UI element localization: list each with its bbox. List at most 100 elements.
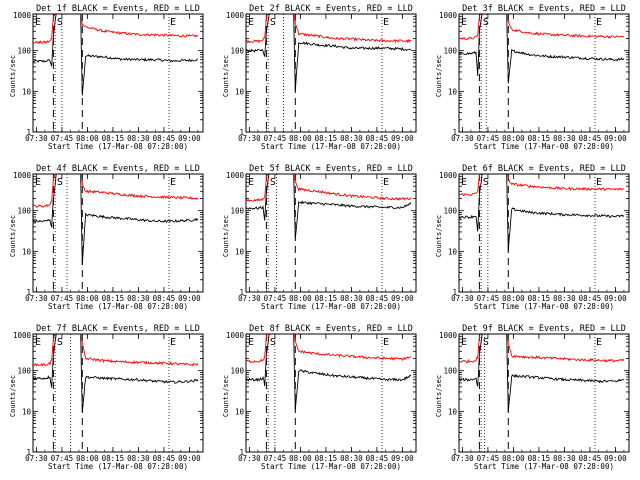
event-marker-letter: E bbox=[248, 337, 254, 348]
x-tick-label: 08:15 bbox=[528, 134, 551, 143]
event-marker-letter: S bbox=[270, 337, 276, 348]
x-tick-label: 07:30 bbox=[451, 454, 474, 463]
event-marker-letter: E bbox=[170, 17, 176, 28]
y-axis-label: Counts/sec bbox=[435, 55, 443, 97]
y-tick-label: 100 bbox=[443, 47, 457, 56]
events-series-line bbox=[246, 174, 412, 239]
y-tick-label: 10 bbox=[22, 407, 32, 416]
event-marker-letter: E bbox=[461, 17, 467, 28]
event-marker-letter: E bbox=[461, 337, 467, 348]
y-axis-label: Counts/sec bbox=[9, 375, 17, 417]
y-tick-label: 100 bbox=[443, 367, 457, 376]
plot-frame bbox=[245, 173, 417, 293]
x-tick-label: 07:30 bbox=[238, 294, 261, 303]
x-tick-label: 09:00 bbox=[391, 134, 414, 143]
x-tick-label: 08:45 bbox=[366, 454, 389, 463]
x-tick-label: 09:00 bbox=[178, 294, 201, 303]
y-tick-label: 10 bbox=[235, 87, 245, 96]
x-tick-label: 09:00 bbox=[604, 294, 627, 303]
panel-title: Det 8f BLACK = Events, RED = LLD bbox=[249, 324, 413, 334]
x-tick-label: 08:30 bbox=[340, 454, 363, 463]
lld-series-line bbox=[33, 174, 199, 208]
panel-4: Det 4f BLACK = Events, RED = LLD 1 10 100 10… bbox=[9, 164, 204, 311]
x-tick-label: 08:00 bbox=[289, 454, 312, 463]
y-tick-label: 1 bbox=[26, 288, 31, 297]
event-marker-letter: E bbox=[35, 177, 41, 188]
event-marker-letter: E bbox=[596, 17, 602, 28]
x-axis-label: Start Time (17-Mar-08 07:28:00) bbox=[48, 462, 188, 471]
x-tick-label: 08:15 bbox=[102, 134, 125, 143]
panel-title: Det 5f BLACK = Events, RED = LLD bbox=[249, 164, 413, 174]
x-tick-label: 07:45 bbox=[264, 294, 287, 303]
panel-title: Det 6f BLACK = Events, RED = LLD bbox=[462, 164, 626, 174]
x-tick-label: 08:30 bbox=[553, 134, 576, 143]
y-tick-label: 100 bbox=[17, 207, 31, 216]
y-tick-label: 1000 bbox=[226, 11, 245, 20]
y-tick-label: 10 bbox=[235, 247, 245, 256]
plot-frame bbox=[458, 13, 630, 133]
lld-series-line bbox=[459, 14, 625, 41]
x-tick-label: 09:00 bbox=[391, 454, 414, 463]
x-tick-label: 08:15 bbox=[315, 454, 338, 463]
x-tick-label: 08:45 bbox=[579, 294, 602, 303]
plot-frame bbox=[458, 333, 630, 453]
y-tick-label: 1000 bbox=[226, 331, 245, 340]
panel-5: Det 5f BLACK = Events, RED = LLD 1 10 100 10… bbox=[222, 164, 417, 311]
y-axis-label: Counts/sec bbox=[435, 215, 443, 257]
lld-series-line bbox=[246, 14, 412, 44]
y-tick-label: 1000 bbox=[226, 171, 245, 180]
x-tick-label: 07:30 bbox=[238, 134, 261, 143]
x-axis-label: Start Time (17-Mar-08 07:28:00) bbox=[474, 462, 614, 471]
x-tick-label: 08:45 bbox=[153, 294, 176, 303]
plot-frame bbox=[32, 333, 204, 453]
x-tick-label: 07:45 bbox=[477, 454, 500, 463]
events-series-line bbox=[246, 334, 412, 411]
y-tick-label: 1 bbox=[452, 448, 457, 457]
y-axis-label: Counts/sec bbox=[435, 375, 443, 417]
x-tick-label: 08:15 bbox=[315, 134, 338, 143]
panel-6: Det 6f BLACK = Events, RED = LLD 1 10 100 10… bbox=[435, 164, 630, 311]
x-tick-label: 07:30 bbox=[451, 294, 474, 303]
x-tick-label: 07:45 bbox=[51, 454, 74, 463]
x-tick-label: 08:00 bbox=[502, 454, 525, 463]
x-axis-label: Start Time (17-Mar-08 07:28:00) bbox=[48, 142, 188, 151]
y-tick-label: 1000 bbox=[439, 331, 458, 340]
event-marker-letter: S bbox=[270, 17, 276, 28]
x-tick-label: 09:00 bbox=[391, 294, 414, 303]
event-marker-letter: S bbox=[270, 177, 276, 188]
events-series-line bbox=[459, 334, 625, 413]
x-axis-label: Start Time (17-Mar-08 07:28:00) bbox=[261, 462, 401, 471]
x-tick-label: 08:45 bbox=[579, 134, 602, 143]
panel-title: Det 3f BLACK = Events, RED = LLD bbox=[462, 4, 626, 14]
event-marker-letter: E bbox=[596, 177, 602, 188]
x-tick-label: 08:15 bbox=[315, 294, 338, 303]
event-marker-letter: E bbox=[170, 177, 176, 188]
plot-frame bbox=[32, 173, 204, 293]
y-tick-label: 1000 bbox=[13, 11, 32, 20]
y-tick-label: 1 bbox=[26, 128, 31, 137]
x-tick-label: 08:45 bbox=[366, 134, 389, 143]
event-marker-letter: E bbox=[596, 337, 602, 348]
x-tick-label: 08:15 bbox=[102, 454, 125, 463]
x-tick-label: 08:30 bbox=[340, 134, 363, 143]
x-tick-label: 09:00 bbox=[604, 454, 627, 463]
x-tick-label: 07:45 bbox=[477, 134, 500, 143]
y-tick-label: 100 bbox=[230, 367, 244, 376]
event-marker-letter: E bbox=[461, 177, 467, 188]
y-tick-label: 10 bbox=[22, 87, 32, 96]
panel-2: Det 2f BLACK = Events, RED = LLD 1 10 100 10… bbox=[222, 4, 417, 151]
events-series-line bbox=[33, 334, 199, 413]
y-tick-label: 100 bbox=[443, 207, 457, 216]
lld-series-line bbox=[246, 334, 411, 364]
y-axis-label: Counts/sec bbox=[9, 215, 17, 257]
events-series-line bbox=[459, 14, 625, 84]
x-axis-label: Start Time (17-Mar-08 07:28:00) bbox=[474, 142, 614, 151]
y-tick-label: 1 bbox=[239, 128, 244, 137]
y-tick-label: 10 bbox=[235, 407, 245, 416]
y-tick-label: 10 bbox=[22, 247, 32, 256]
event-marker-letter: S bbox=[57, 177, 63, 188]
panel-title: Det 2f BLACK = Events, RED = LLD bbox=[249, 4, 413, 14]
x-tick-label: 08:45 bbox=[366, 294, 389, 303]
y-tick-label: 1 bbox=[239, 448, 244, 457]
